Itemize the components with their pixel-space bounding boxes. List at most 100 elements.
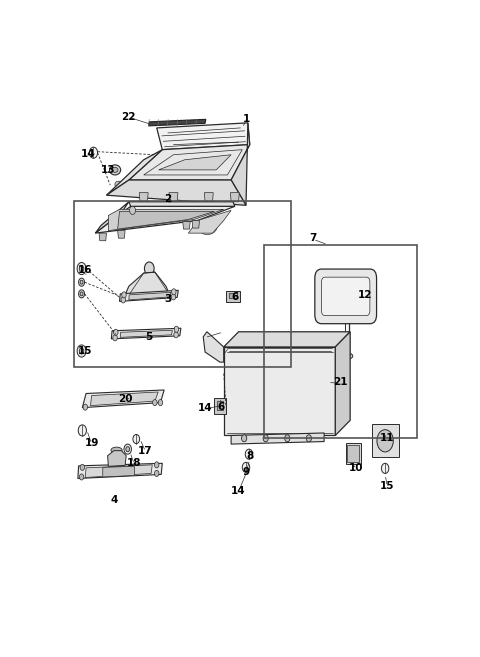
Polygon shape xyxy=(158,155,231,170)
Circle shape xyxy=(245,449,252,459)
Polygon shape xyxy=(118,231,125,238)
Polygon shape xyxy=(169,193,178,202)
Polygon shape xyxy=(226,291,240,302)
Circle shape xyxy=(124,444,132,454)
Text: 14: 14 xyxy=(81,148,95,159)
Polygon shape xyxy=(224,347,335,436)
Circle shape xyxy=(172,289,176,295)
Circle shape xyxy=(77,263,86,275)
Bar xyxy=(372,424,398,457)
Ellipse shape xyxy=(115,181,124,189)
Circle shape xyxy=(79,278,84,286)
Circle shape xyxy=(377,430,393,452)
Circle shape xyxy=(158,399,163,405)
Circle shape xyxy=(263,435,268,442)
Polygon shape xyxy=(108,210,224,231)
Polygon shape xyxy=(103,466,134,477)
Polygon shape xyxy=(129,145,250,180)
Ellipse shape xyxy=(111,447,122,453)
Bar xyxy=(264,245,417,438)
Polygon shape xyxy=(231,123,250,205)
Circle shape xyxy=(80,280,83,284)
Circle shape xyxy=(122,292,126,298)
Text: 12: 12 xyxy=(358,290,372,300)
Text: 2: 2 xyxy=(164,194,171,204)
Circle shape xyxy=(79,474,84,480)
FancyBboxPatch shape xyxy=(322,277,370,315)
Polygon shape xyxy=(214,397,226,415)
Circle shape xyxy=(126,447,130,451)
Circle shape xyxy=(155,462,159,468)
Circle shape xyxy=(382,463,389,474)
Text: 15: 15 xyxy=(380,480,395,491)
Polygon shape xyxy=(120,330,172,337)
Polygon shape xyxy=(204,193,213,202)
Polygon shape xyxy=(335,332,350,436)
Ellipse shape xyxy=(341,353,353,359)
Circle shape xyxy=(144,262,154,275)
Circle shape xyxy=(130,206,135,214)
Circle shape xyxy=(133,434,140,443)
Text: 14: 14 xyxy=(198,403,212,413)
Circle shape xyxy=(171,294,176,300)
Text: 1: 1 xyxy=(242,114,250,124)
Polygon shape xyxy=(139,193,148,202)
Polygon shape xyxy=(129,292,171,300)
Polygon shape xyxy=(91,392,158,405)
Polygon shape xyxy=(148,120,206,126)
Circle shape xyxy=(113,335,117,341)
Polygon shape xyxy=(156,123,250,150)
Polygon shape xyxy=(224,332,350,347)
Text: 6: 6 xyxy=(231,292,239,302)
Polygon shape xyxy=(111,328,181,339)
Bar xyxy=(346,443,360,464)
Polygon shape xyxy=(231,433,324,444)
Circle shape xyxy=(78,425,86,436)
Text: 9: 9 xyxy=(242,467,250,478)
Polygon shape xyxy=(108,451,126,466)
Text: 13: 13 xyxy=(101,165,116,175)
Text: 3: 3 xyxy=(164,294,171,304)
Polygon shape xyxy=(96,206,235,233)
Circle shape xyxy=(285,435,290,442)
Text: 4: 4 xyxy=(110,495,118,505)
Circle shape xyxy=(174,332,178,338)
Circle shape xyxy=(153,399,157,405)
Polygon shape xyxy=(99,233,107,240)
Text: 19: 19 xyxy=(84,438,99,448)
Text: 14: 14 xyxy=(231,486,246,495)
Circle shape xyxy=(89,147,97,158)
Text: 6: 6 xyxy=(217,401,224,412)
Polygon shape xyxy=(96,202,129,233)
Circle shape xyxy=(121,297,125,303)
Text: 18: 18 xyxy=(127,459,142,468)
Circle shape xyxy=(79,348,84,354)
Ellipse shape xyxy=(109,165,120,175)
Bar xyxy=(347,445,359,463)
Circle shape xyxy=(83,404,87,410)
Polygon shape xyxy=(129,202,235,206)
Text: 7: 7 xyxy=(309,233,317,243)
Circle shape xyxy=(80,464,84,470)
Circle shape xyxy=(155,470,159,476)
Polygon shape xyxy=(107,150,162,195)
Circle shape xyxy=(174,327,179,332)
Text: 22: 22 xyxy=(121,112,136,122)
Polygon shape xyxy=(83,390,164,407)
Text: 21: 21 xyxy=(334,377,348,388)
Circle shape xyxy=(241,435,247,442)
Polygon shape xyxy=(188,210,231,233)
Circle shape xyxy=(80,292,83,296)
Polygon shape xyxy=(217,401,223,410)
Polygon shape xyxy=(229,293,237,298)
FancyBboxPatch shape xyxy=(315,269,377,324)
Bar xyxy=(302,384,331,429)
Polygon shape xyxy=(78,463,162,478)
Polygon shape xyxy=(85,465,152,478)
Bar xyxy=(74,201,290,367)
Circle shape xyxy=(79,290,84,298)
Text: 5: 5 xyxy=(145,332,153,342)
Polygon shape xyxy=(192,221,200,228)
Bar xyxy=(304,386,329,426)
Polygon shape xyxy=(107,180,246,205)
